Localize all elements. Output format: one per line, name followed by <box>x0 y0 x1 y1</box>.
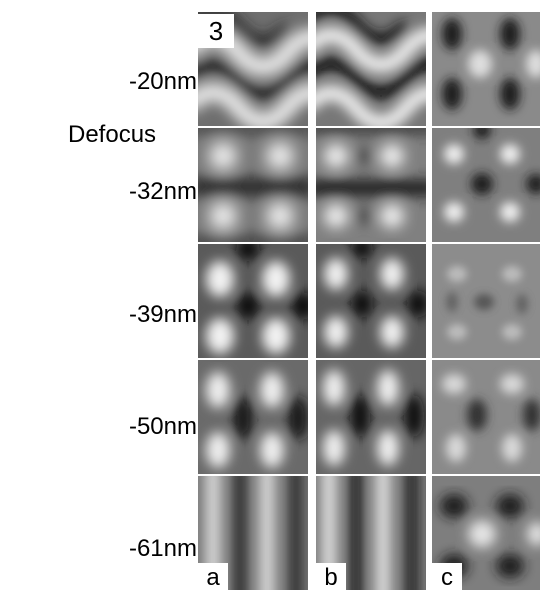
image-column-a <box>198 12 308 592</box>
image-column-b <box>316 12 426 592</box>
hrtem-image-b-row-2 <box>316 128 426 242</box>
hrtem-image-c-row-1 <box>432 12 540 126</box>
image-column-c <box>432 12 540 592</box>
hrtem-image-c-row-3 <box>432 244 540 358</box>
defocus-label-row-3: -39nm <box>128 301 197 328</box>
defocus-label-row-1: -20nm <box>128 68 197 95</box>
column-label-a: a <box>198 563 228 592</box>
defocus-axis-title: Defocus <box>68 121 157 148</box>
hrtem-image-a-row-5 <box>198 476 308 590</box>
hrtem-image-b-row-5 <box>316 476 426 590</box>
hrtem-image-b-row-1 <box>316 12 426 126</box>
hrtem-image-b-row-3 <box>316 244 426 358</box>
hrtem-image-c-row-2 <box>432 128 540 242</box>
column-label-b: b <box>316 563 346 592</box>
hrtem-image-b-row-4 <box>316 360 426 474</box>
hrtem-image-a-row-4 <box>198 360 308 474</box>
defocus-label-row-4: -50nm <box>128 413 197 440</box>
hrtem-image-c-row-4 <box>432 360 540 474</box>
column-label-c: c <box>432 563 462 592</box>
defocus-label-row-2: -32nm <box>128 178 197 205</box>
hrtem-image-a-row-3 <box>198 244 308 358</box>
defocus-label-row-5: -61nm <box>128 535 197 562</box>
figure-number-label: 3 <box>198 14 234 48</box>
hrtem-image-a-row-2 <box>198 128 308 242</box>
